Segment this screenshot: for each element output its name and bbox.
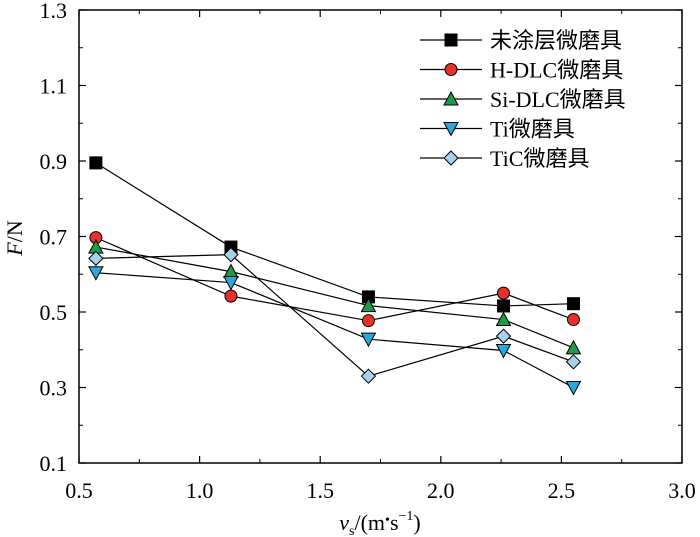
x-tick-label: 2.5 xyxy=(548,478,576,503)
data-point-h-dlc xyxy=(497,286,511,300)
data-point-tic xyxy=(360,368,377,384)
x-tick-labels: 0.5 1.0 1.5 2.0 2.5 3.0 xyxy=(65,478,696,503)
data-point-ti xyxy=(223,276,239,291)
data-point-series xyxy=(89,156,103,170)
data-point-ti xyxy=(565,381,582,396)
plot-area-frame xyxy=(78,9,683,464)
legend-marker xyxy=(443,122,459,137)
data-point-ti xyxy=(495,344,512,359)
legend-marker xyxy=(443,150,459,166)
legend-marker xyxy=(444,63,458,76)
legend-label: Si-DLC微磨具 xyxy=(490,87,626,112)
data-point-h-dlc xyxy=(224,289,238,303)
data-point-si-dlc xyxy=(360,297,377,313)
x-axis-title: vs/(m•s−1) xyxy=(339,509,420,537)
x-tick-label: 1.0 xyxy=(186,478,214,503)
data-point-tic xyxy=(495,328,512,344)
x-tick-label: 3.0 xyxy=(668,478,696,503)
data-point-tic xyxy=(565,354,582,370)
data-point-tic xyxy=(223,246,239,263)
data-point-h-dlc xyxy=(566,313,580,327)
data-point-tic xyxy=(88,250,104,267)
legend-label: TiC微磨具 xyxy=(490,146,589,171)
legend: 未涂层微磨具 H-DLC微磨具 Si-DLC微磨具 Ti微磨具 TiC微磨具 xyxy=(420,28,626,171)
legend-label: 未涂层微磨具 xyxy=(490,28,622,53)
data-point-si-dlc xyxy=(565,339,582,355)
y-tick-labels: 0.1 0.3 0.5 0.7 0.9 1.1 1.3 xyxy=(40,0,68,476)
y-tick-label: 0.5 xyxy=(40,300,68,325)
y-tick-label: 0.9 xyxy=(40,149,68,174)
y-tick-label: 0.1 xyxy=(40,451,68,476)
series-markers xyxy=(88,156,582,396)
x-tick-label: 1.5 xyxy=(306,478,334,503)
legend-marker xyxy=(444,33,458,47)
y-tick-label: 1.3 xyxy=(40,0,68,23)
data-point-series xyxy=(566,297,580,311)
data-point-ti xyxy=(360,332,377,348)
data-point-si-dlc xyxy=(495,311,512,327)
legend-label: H-DLC微磨具 xyxy=(490,58,623,83)
y-axis-title: F/N xyxy=(2,220,27,257)
data-point-h-dlc xyxy=(361,314,375,328)
y-tick-label: 0.3 xyxy=(40,376,68,401)
series-line-series xyxy=(95,162,574,307)
legend-marker xyxy=(443,90,459,106)
data-point-series xyxy=(497,299,511,313)
y-tick-label: 1.1 xyxy=(40,74,68,99)
x-tick-label: 2.0 xyxy=(427,478,455,503)
y-tick-label: 0.7 xyxy=(40,225,68,250)
legend-label: Ti微磨具 xyxy=(490,117,575,142)
x-tick-label: 0.5 xyxy=(65,478,93,503)
data-point-ti xyxy=(88,266,104,281)
